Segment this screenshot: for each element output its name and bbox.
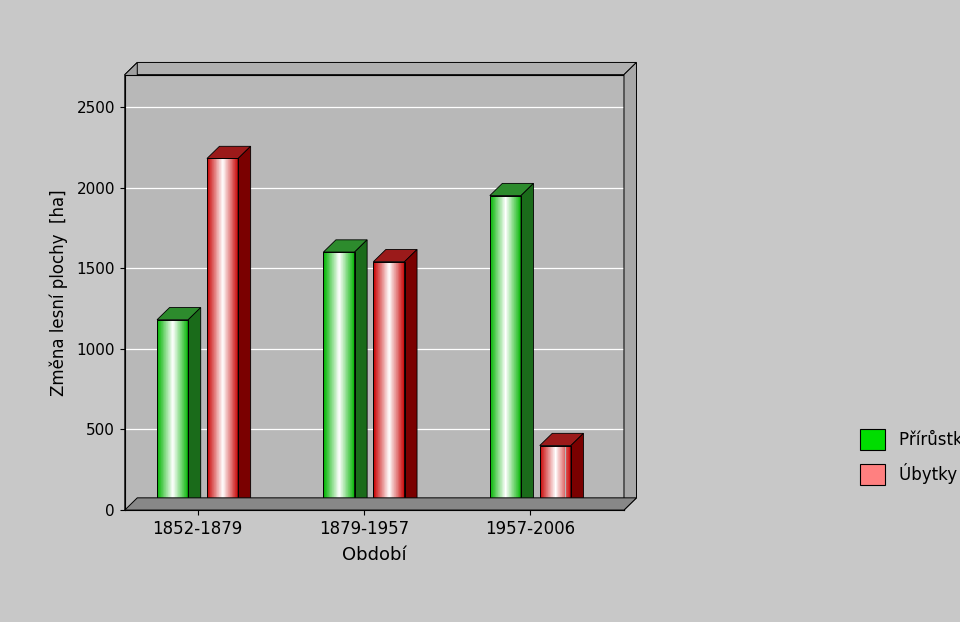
- Polygon shape: [373, 249, 417, 262]
- Bar: [324, 252, 354, 510]
- Bar: [540, 445, 571, 510]
- Polygon shape: [157, 307, 201, 320]
- Bar: [157, 320, 188, 510]
- Polygon shape: [207, 146, 251, 159]
- Polygon shape: [404, 249, 417, 510]
- Polygon shape: [188, 307, 201, 510]
- Polygon shape: [571, 434, 584, 510]
- Polygon shape: [354, 240, 367, 510]
- Y-axis label: Změna lesní plochy  [ha]: Změna lesní plochy [ha]: [50, 189, 68, 396]
- X-axis label: Období: Období: [342, 546, 407, 564]
- Bar: [207, 159, 238, 510]
- Polygon shape: [521, 183, 534, 510]
- Polygon shape: [490, 183, 534, 195]
- Polygon shape: [540, 434, 584, 445]
- Polygon shape: [238, 146, 251, 510]
- Bar: [373, 262, 404, 510]
- Legend: Přírůstky plochy, Úbytky plochy: Přírůstky plochy, Úbytky plochy: [852, 421, 960, 493]
- Bar: [490, 195, 521, 510]
- Polygon shape: [324, 240, 367, 252]
